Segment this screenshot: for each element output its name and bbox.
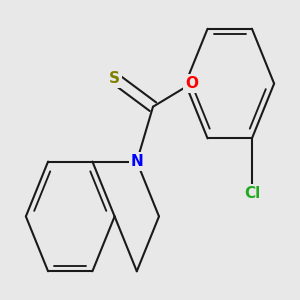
- Text: N: N: [130, 154, 143, 169]
- Text: S: S: [109, 71, 120, 86]
- Text: Cl: Cl: [244, 186, 260, 201]
- Text: O: O: [185, 76, 198, 91]
